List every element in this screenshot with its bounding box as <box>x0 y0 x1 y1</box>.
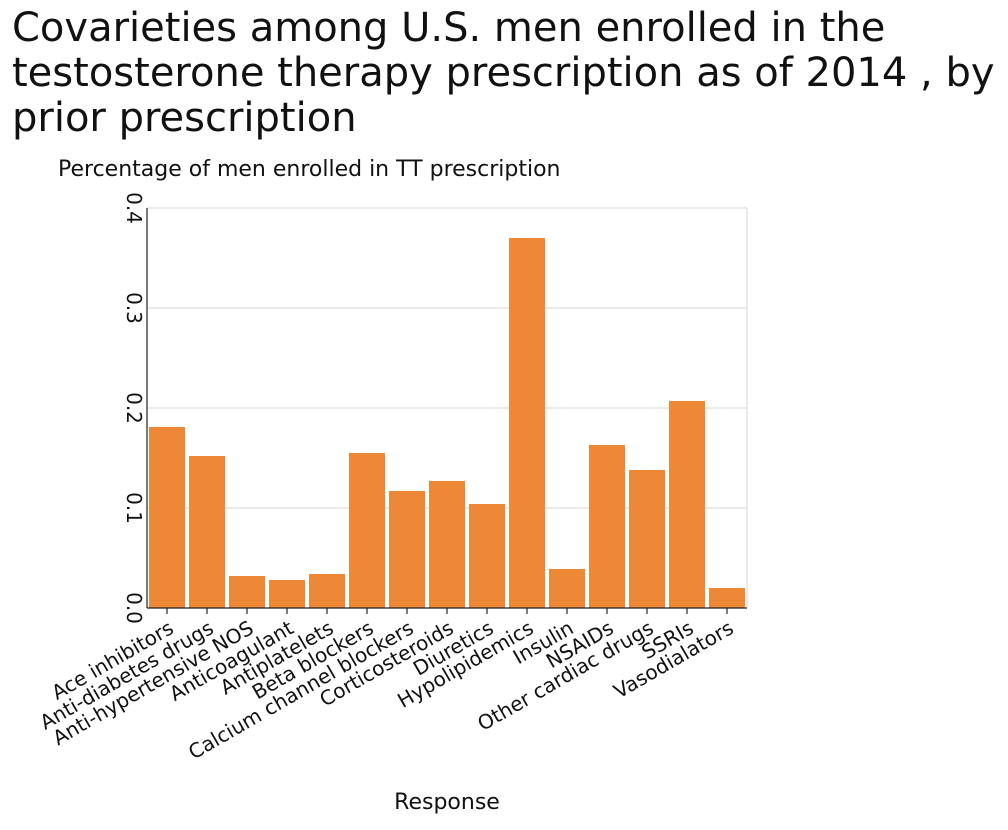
bar <box>669 401 705 608</box>
y-axis-label: Percentage of men enrolled in TT prescri… <box>58 157 561 182</box>
y-tick-label: 0.0 <box>122 592 146 624</box>
bar <box>389 491 425 608</box>
axes <box>146 208 747 614</box>
bar <box>229 576 265 608</box>
y-tick-labels: 0.0 0.1 0.2 0.3 0.4 <box>122 192 146 624</box>
bar <box>149 427 185 608</box>
bar <box>429 481 465 608</box>
y-tick-label: 0.3 <box>122 292 146 324</box>
bar <box>709 588 745 608</box>
bars <box>149 238 745 608</box>
bar <box>309 574 345 608</box>
bar <box>269 580 305 608</box>
y-tick-label: 0.4 <box>122 192 146 224</box>
bar <box>509 238 545 608</box>
y-tick-label: 0.1 <box>122 492 146 524</box>
x-axis-label: Response <box>394 790 500 815</box>
bar <box>349 453 385 608</box>
y-tick-label: 0.2 <box>122 392 146 424</box>
chart-title: Covarieties among U.S. men enrolled in t… <box>12 5 995 141</box>
bar <box>469 504 505 608</box>
bar <box>629 470 665 608</box>
bar <box>189 456 225 608</box>
bar <box>549 569 585 608</box>
bar <box>589 445 625 608</box>
